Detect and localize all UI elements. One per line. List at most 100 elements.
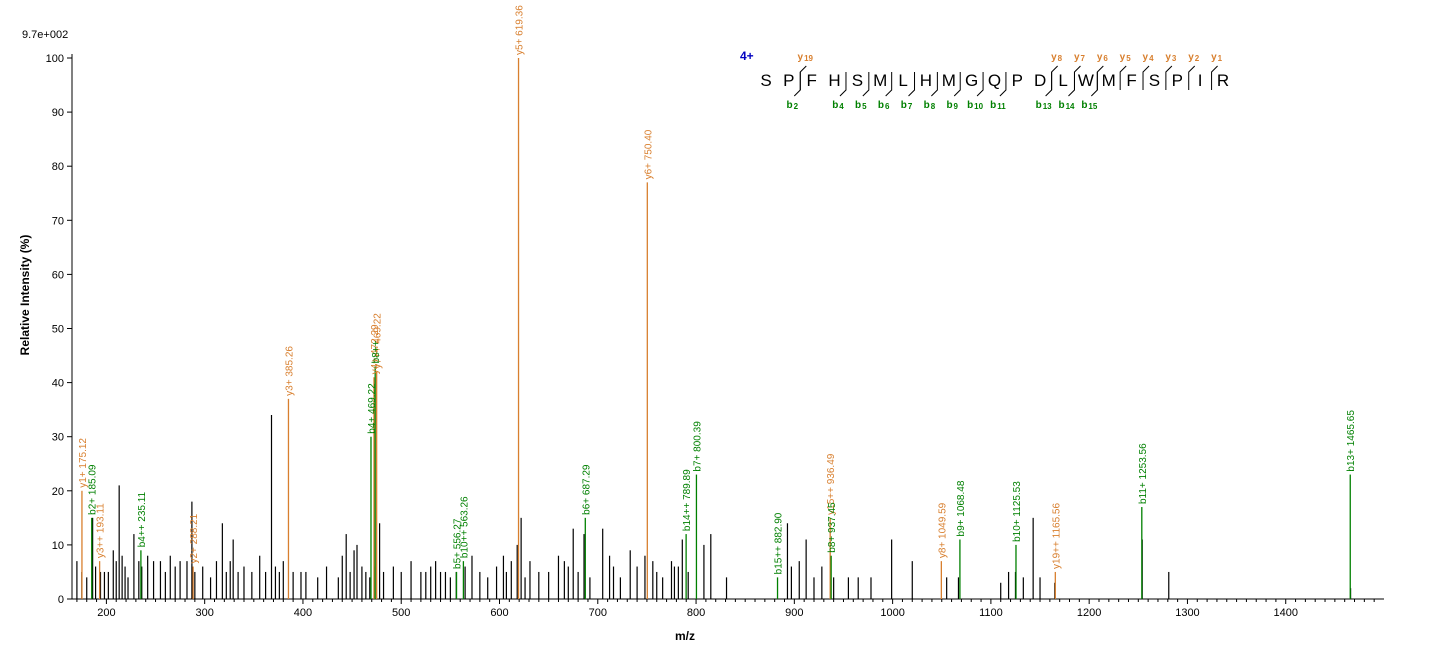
b-ion-bracket — [793, 72, 801, 97]
y-tick-label: 20 — [52, 486, 64, 498]
y-tick-label: 90 — [52, 107, 64, 119]
sequence-residue: H — [920, 71, 932, 90]
b-ion-peak-label: b8+ 937.45 — [827, 502, 838, 553]
sequence-residue: L — [898, 71, 907, 90]
y-tick-label: 60 — [52, 269, 64, 281]
b-ion-peak-label: b10+ 1125.53 — [1012, 481, 1023, 542]
b-ion-marker: b15 — [1081, 100, 1098, 111]
y-ion-marker: y2 — [1188, 52, 1200, 63]
b-ion-peak-label: b14++ 789.89 — [682, 469, 693, 531]
y-ion-bracket — [1142, 65, 1150, 90]
x-tick-label: 800 — [687, 607, 705, 619]
sequence-residue: P — [1172, 71, 1183, 90]
y-tick-label: 10 — [52, 540, 64, 552]
y-ion-peak-label: y1+ 175.12 — [78, 438, 89, 488]
y-ion-peak-label: y7++ 469.22 — [373, 313, 384, 369]
sequence-residue: H — [828, 71, 840, 90]
b-ion-peak-label: b2+ 185.09 — [88, 464, 99, 515]
sequence-residue: S — [1149, 71, 1160, 90]
y-ion-peak-label: y4+ 472.29 — [370, 324, 381, 374]
y-ion-marker: y7 — [1074, 52, 1086, 63]
x-tick-label: 400 — [294, 607, 312, 619]
sequence-residue: M — [1102, 71, 1116, 90]
y-ion-marker: y19 — [798, 52, 814, 63]
x-tick-label: 900 — [785, 607, 803, 619]
b-ion-bracket — [1068, 72, 1075, 97]
y-tick-label: 50 — [52, 324, 64, 336]
b-ion-peak-label: b8++ — [371, 340, 382, 363]
b-ion-bracket — [908, 72, 916, 97]
peptide-sequence: S P F H S M L H M G Q P D L W M F S P I Rb2 b4 b5 b6 b7 b8 b9 b10 b1… — [760, 52, 1229, 111]
charge-state-label: 4+ — [740, 49, 754, 63]
sequence-residue: D — [1034, 71, 1046, 90]
y-ion-bracket — [1096, 65, 1104, 90]
b-ion-marker: b7 — [901, 100, 913, 111]
sequence-residue: M — [873, 71, 887, 90]
y-ion-marker: y4 — [1143, 52, 1155, 63]
b-ion-bracket — [885, 72, 893, 97]
x-tick-label: 1000 — [880, 607, 904, 619]
sequence-residue: I — [1198, 71, 1203, 90]
y-ion-bracket — [1165, 65, 1173, 90]
b-ion-bracket — [976, 72, 984, 97]
b-ion-marker: b4 — [832, 100, 844, 111]
sequence-residue: G — [965, 71, 978, 90]
sequence-residue: W — [1078, 71, 1094, 90]
sequence-residue: F — [807, 71, 817, 90]
y-ion-marker: y3 — [1165, 52, 1177, 63]
sequence-residue: P — [783, 71, 794, 90]
y-ion-peak-label: y15++ 936.49 — [826, 453, 837, 515]
y-ion-peak-label: y19++ 1165.56 — [1051, 503, 1062, 569]
b-ion-marker: b13 — [1036, 100, 1053, 111]
y-tick-label: 70 — [52, 215, 64, 227]
y-tick-label: 40 — [52, 378, 64, 390]
b-ion-marker: b5 — [855, 100, 867, 111]
sequence-residue: S — [852, 71, 863, 90]
y-ion-bracket — [1119, 65, 1127, 90]
y-ion-marker: y6 — [1097, 52, 1109, 63]
y-ion-bracket — [1188, 65, 1196, 90]
b-ion-marker: b9 — [946, 100, 958, 111]
b-ion-marker: b14 — [1058, 100, 1075, 111]
sequence-residue: S — [760, 71, 771, 90]
x-axis-title: m/z — [675, 629, 695, 643]
x-tick-label: 700 — [589, 607, 607, 619]
b-ion-peak-label: b5+ 556.27 — [453, 518, 464, 569]
y-ion-bracket — [1051, 65, 1058, 90]
b-ion-bracket — [1045, 72, 1053, 97]
y-tick-label: 80 — [52, 161, 64, 173]
y-ion-bracket — [1211, 65, 1218, 90]
x-tick-label: 1300 — [1175, 607, 1199, 619]
y-ion-peak-label: y5+ 619.36 — [515, 5, 526, 55]
x-tick-label: 200 — [97, 607, 115, 619]
b-ion-bracket — [953, 72, 961, 97]
sequence-residue: M — [942, 71, 956, 90]
b-ion-peak-label: b7+ 800.39 — [692, 421, 703, 472]
y-tick-label: 30 — [52, 432, 64, 444]
y-ion-marker: y8 — [1051, 52, 1063, 63]
b-ion-peak-label: b4++ 235.11 — [137, 491, 148, 547]
y-ion-peak-label: y2+ 288.21 — [189, 513, 200, 563]
b-ion-bracket — [862, 72, 870, 97]
peaks — [76, 58, 1352, 599]
y-axis-title: Relative Intensity (%) — [18, 235, 32, 356]
y-ion-peak-label: y6+ 750.40 — [643, 129, 654, 179]
axes: 0 10 20 30 40 50 60 70 80 90 100 200 300 400 500 600 700… — [46, 53, 1384, 619]
y-tick-label: 100 — [46, 53, 64, 65]
x-tick-label: 500 — [392, 607, 410, 619]
y-ion-marker: y5 — [1120, 52, 1132, 63]
x-tick-label: 1200 — [1077, 607, 1101, 619]
y-ion-marker: y1 — [1211, 52, 1223, 63]
y-ion-bracket — [799, 65, 807, 90]
y-ion-peak-label: y3++ 193.11 — [96, 503, 107, 558]
b-ion-peak-label: b15++ 882.90 — [774, 512, 785, 574]
sequence-residue: Q — [988, 71, 1001, 90]
x-tick-label: 1400 — [1273, 607, 1297, 619]
b-ion-peak-label: b10++ 563.26 — [459, 496, 470, 558]
b-ion-peak-label: b13+ 1465.65 — [1346, 410, 1357, 472]
b-ion-marker: b10 — [967, 100, 984, 111]
b-ion-marker: b6 — [878, 100, 890, 111]
y-ion-peak-label: y8+ 1049.59 — [937, 502, 948, 558]
y-ion-bracket — [1073, 65, 1081, 90]
